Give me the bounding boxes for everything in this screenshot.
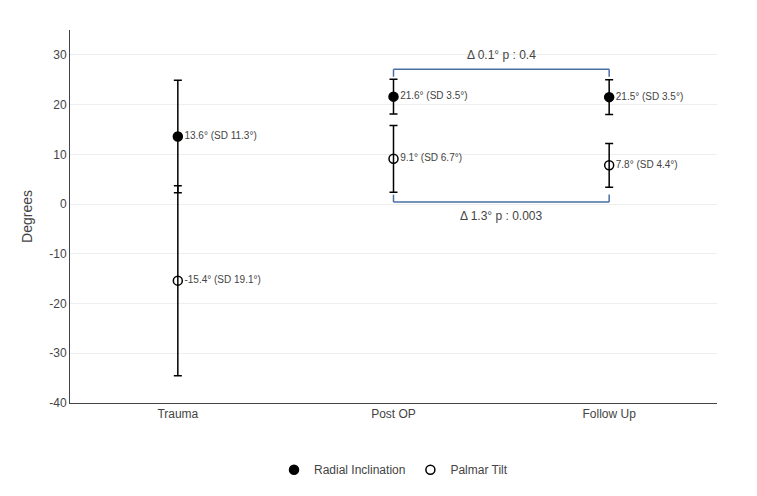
svg-text:13.6° (SD 11.3°): 13.6° (SD 11.3°) [184, 130, 256, 141]
svg-text:30: 30 [53, 48, 67, 62]
svg-text:-10: -10 [49, 247, 67, 261]
svg-text:21.5° (SD 3.5°): 21.5° (SD 3.5°) [616, 91, 683, 102]
svg-text:Post OP: Post OP [371, 407, 416, 421]
svg-text:9.1° (SD 6.7°): 9.1° (SD 6.7°) [400, 152, 462, 163]
svg-text:7.8° (SD 4.4°): 7.8° (SD 4.4°) [616, 159, 678, 170]
svg-text:Degrees: Degrees [19, 190, 35, 243]
svg-text:0: 0 [60, 197, 67, 211]
svg-text:-15.4° (SD 19.1°): -15.4° (SD 19.1°) [184, 274, 260, 285]
svg-text:21.6° (SD 3.5°): 21.6° (SD 3.5°) [400, 90, 467, 101]
svg-text:Follow Up: Follow Up [582, 407, 636, 421]
svg-text:Palmar Tilt: Palmar Tilt [450, 463, 507, 477]
svg-text:Δ 1.3° p : 0.003: Δ 1.3° p : 0.003 [460, 209, 543, 223]
svg-text:Trauma: Trauma [157, 407, 198, 421]
svg-text:Δ 0.1° p : 0.4: Δ 0.1° p : 0.4 [467, 48, 536, 62]
svg-text:10: 10 [53, 148, 67, 162]
svg-text:20: 20 [53, 98, 67, 112]
svg-text:-20: -20 [49, 297, 67, 311]
svg-text:-30: -30 [49, 346, 67, 360]
svg-text:-40: -40 [49, 396, 67, 410]
svg-text:Radial Inclination: Radial Inclination [314, 463, 405, 477]
